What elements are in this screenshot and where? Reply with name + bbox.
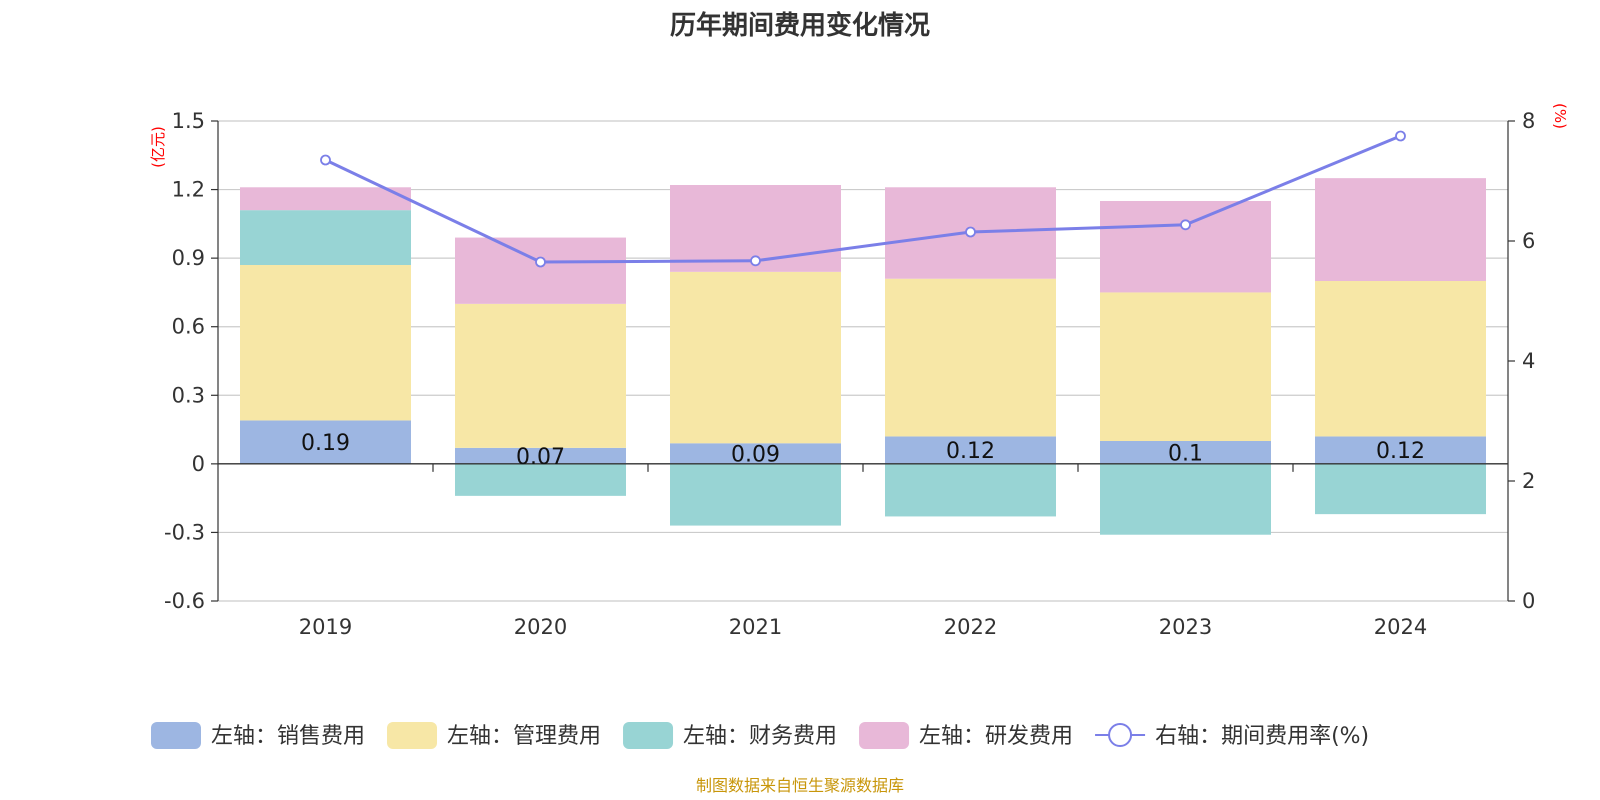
bar — [670, 443, 841, 464]
bar — [1315, 178, 1486, 281]
bar-data-label: 0.07 — [516, 445, 565, 470]
bar — [885, 436, 1056, 464]
bar — [670, 463, 841, 526]
rate-line-series — [320, 130, 1406, 268]
legend-swatch-marker — [1108, 723, 1133, 747]
right-tick-label: 2 — [1522, 469, 1535, 493]
bar — [455, 303, 626, 448]
left-tick-label: 0.3 — [172, 383, 205, 407]
source-note: 制图数据来自恒生聚源数据库 — [696, 776, 904, 795]
bar — [1100, 201, 1271, 293]
chart-title: 历年期间费用变化情况 — [670, 10, 930, 41]
bar — [670, 271, 841, 444]
rate-point — [1395, 130, 1406, 142]
right-tick-label: 0 — [1522, 589, 1535, 613]
bar — [1315, 463, 1486, 515]
legend-swatch — [151, 722, 201, 749]
x-tick-label: 2023 — [1159, 615, 1212, 639]
bar — [885, 278, 1056, 437]
right-tick-label: 6 — [1522, 229, 1535, 253]
rate-point — [320, 154, 331, 166]
bar — [240, 265, 411, 421]
right-axis-unit: (%) — [1551, 103, 1569, 129]
left-tick-label: 0.6 — [172, 315, 205, 339]
left-tick-label: 1.5 — [172, 109, 205, 133]
bar-data-label: 0.09 — [731, 443, 780, 468]
legend-swatch — [387, 722, 438, 749]
legend-label: 左轴：销售费用 — [211, 724, 365, 749]
bar — [455, 463, 626, 496]
bar — [1315, 436, 1486, 464]
legend-label: 右轴：期间费用率(%) — [1155, 724, 1369, 749]
x-tick-label: 2019 — [299, 615, 352, 639]
bar — [240, 187, 411, 211]
left-tick-label: -0.3 — [164, 520, 205, 544]
rate-point — [750, 255, 761, 267]
x-tick-label: 2022 — [944, 615, 997, 639]
x-tick-label: 2020 — [514, 615, 567, 639]
x-tick-label: 2024 — [1374, 615, 1427, 639]
left-tick-label: 1.2 — [172, 178, 205, 202]
bar — [1100, 292, 1271, 441]
rate-line — [324, 134, 1402, 264]
left-axis-unit: (亿元) — [149, 126, 167, 168]
right-tick-label: 8 — [1522, 109, 1535, 133]
legend: 左轴：销售费用 左轴：管理费用 左轴：财务费用 左轴：研发费用 右轴：期间费用率(%) — [151, 722, 1369, 749]
legend-label: 左轴：研发费用 — [919, 724, 1073, 749]
axes: 1.5 1.2 0.9 0.6 0.3 0 -0.3 -0.6 8 6 4 2 0 2019 2020 202… — [164, 109, 1535, 639]
x-tick-label: 2021 — [729, 615, 782, 639]
bar — [885, 463, 1056, 517]
bar-series — [240, 178, 1486, 535]
bar — [1100, 463, 1271, 535]
rate-point — [965, 226, 976, 238]
rate-point — [1180, 219, 1191, 231]
bar — [1100, 441, 1271, 464]
legend-label: 左轴：财务费用 — [683, 724, 837, 749]
bar — [240, 420, 411, 464]
bar — [455, 447, 626, 464]
legend-label: 左轴：管理费用 — [447, 724, 601, 749]
rate-point — [535, 256, 546, 268]
bar — [1315, 281, 1486, 437]
legend-swatch — [623, 722, 674, 749]
bar-data-label: 0.12 — [946, 439, 995, 464]
bar-data-label: 0.19 — [301, 431, 350, 456]
data-labels: 0.19 0.07 0.09 0.12 0.1 0.12 — [301, 431, 1425, 470]
right-tick-label: 4 — [1522, 349, 1535, 373]
left-tick-label: 0.9 — [172, 246, 205, 270]
legend-swatch — [859, 722, 910, 749]
bar — [455, 237, 626, 304]
bar-data-label: 0.12 — [1376, 439, 1425, 464]
bar — [240, 210, 411, 265]
left-tick-label: 0 — [192, 452, 205, 476]
left-tick-label: -0.6 — [164, 589, 205, 613]
gridlines — [218, 120, 1508, 602]
bar-data-label: 0.1 — [1168, 441, 1203, 466]
